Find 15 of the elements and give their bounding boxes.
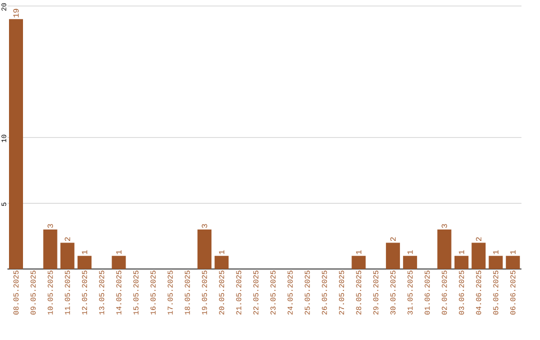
bar	[403, 256, 418, 269]
bar	[78, 256, 92, 269]
bar	[60, 242, 74, 269]
bar	[352, 256, 366, 269]
bar	[386, 242, 400, 269]
bar	[506, 256, 520, 269]
bar	[214, 256, 229, 269]
bar	[9, 19, 23, 269]
bar	[488, 256, 503, 269]
bar	[197, 230, 212, 269]
bar	[112, 256, 126, 269]
bar	[454, 256, 468, 269]
bar	[437, 230, 452, 269]
bar	[472, 242, 486, 269]
bar	[43, 230, 58, 269]
